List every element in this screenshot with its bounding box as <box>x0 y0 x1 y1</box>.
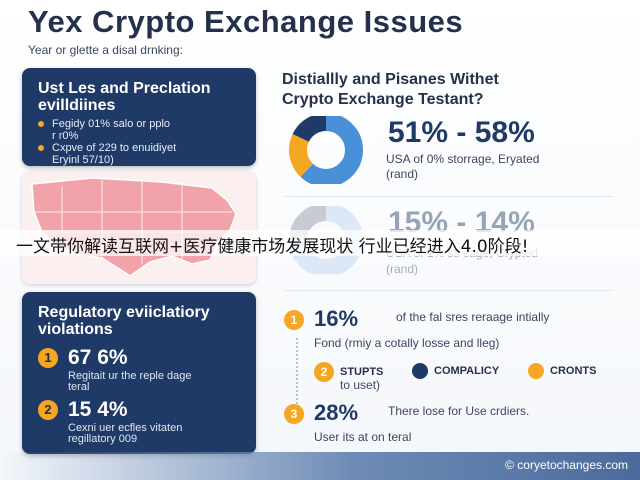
caption-band <box>0 230 640 256</box>
regulatory-desc-cont: regillatory 009 <box>68 433 138 445</box>
donut-chart-1 <box>289 116 363 184</box>
number-badge: 2 <box>38 400 58 420</box>
list-label: There lose for Use crdiers. <box>388 404 530 418</box>
regulatory-desc-cont: teral <box>68 381 90 393</box>
stats-bullet-2-text: Cxpve of 229 to enuidiyet <box>52 142 177 154</box>
page-title: Yex Crypto Exchange Issues <box>28 4 464 39</box>
list-percent: 16% <box>314 306 359 331</box>
donut-segment-2 <box>289 116 363 184</box>
range-2-desc-cont: (rand) <box>386 262 419 276</box>
regulatory-item: 1 67 6% Regitait ur the reple dage teral <box>38 346 192 393</box>
regulatory-desc: Regitait ur the reple dage <box>68 370 192 382</box>
map-card <box>22 172 256 284</box>
stats-bullet-1-text: Fegidy 01% salo or pplo <box>52 118 171 130</box>
legend-item-cronts: CRONTS <box>528 363 596 379</box>
list-percent: 28% <box>314 400 359 425</box>
legend-label: CRONTS <box>550 364 597 377</box>
stats-card-title-line1: Ust Les and Preclation <box>38 80 211 97</box>
footer-bar <box>0 452 640 480</box>
divider <box>284 290 614 291</box>
usa-map-icon <box>31 177 237 277</box>
range-1-desc-cont: (rand) <box>386 167 419 181</box>
page-subtitle: Year or glette a disal drnking: <box>28 43 183 57</box>
range-1: 51% - 58% <box>388 116 535 149</box>
regulatory-desc: Cexni uer ecfles vitaten <box>68 422 183 434</box>
regulatory-title-line2: violations <box>38 321 113 338</box>
donut-segment-3 <box>289 116 363 184</box>
number-badge: 2 <box>314 362 334 382</box>
stats-bullet-2: Cxpve of 229 to enuidiyet <box>38 142 176 154</box>
right-title-line1: Distiallly and Pisanes Withet <box>282 71 499 88</box>
legend-dot-icon <box>528 363 544 379</box>
bullet-dot-icon <box>38 121 44 128</box>
number-badge: 1 <box>284 310 304 330</box>
divider <box>284 196 614 197</box>
regulatory-title-line1: Regulatory eviiclatiory <box>38 304 210 321</box>
stats-bullet-2-cont: Eryinl 57/10) <box>52 154 114 166</box>
regulatory-card: Regulatory eviiclatiory violations 1 67 … <box>22 292 256 454</box>
caption-text: 一文带你解读互联网+医疗健康市场发展现状 行业已经进入4.0阶段! <box>16 237 529 257</box>
regulatory-value: 15 4% <box>68 398 128 421</box>
bullet-dot-icon <box>38 145 44 152</box>
timeline-line <box>296 338 298 408</box>
regulatory-value: 67 6% <box>68 346 128 369</box>
right-panel-title: Distiallly and Pisanes Withet Crypto Exc… <box>282 70 499 110</box>
stats-card-title-line2: evilldiines <box>38 97 116 114</box>
stats-bullet-1: Fegidy 01% salo or pplo <box>38 118 170 130</box>
range-1-desc: USA of 0% storrage, Eryated <box>386 152 540 166</box>
list-sub: User its at on teral <box>314 430 412 444</box>
right-title-line2: Crypto Exchange Testant? <box>282 91 484 108</box>
stats-bullet-1-cont: r r0% <box>52 130 79 142</box>
number-badge: 3 <box>284 404 304 424</box>
list-sub: Fond (rmiy a cotally losse and lleg) <box>314 336 500 350</box>
legend-dot-icon <box>412 363 428 379</box>
stats-card: Ust Les and Preclation evilldiines Fegid… <box>22 68 256 166</box>
legend-label: COMPALICY <box>434 364 500 377</box>
regulatory-item: 2 15 4% Cexni uer ecfles vitaten regilla… <box>38 398 182 445</box>
list-label: of the fal sres reraage intially <box>396 310 550 324</box>
legend-sub: to uset) <box>340 378 381 392</box>
footer-credit: © coryetochanges.com <box>505 458 628 472</box>
donut-segment-2 <box>289 206 363 274</box>
legend-item-stupts: STUPTS <box>340 366 384 378</box>
number-badge: 1 <box>38 348 58 368</box>
legend-item-compalicy: COMPALICY <box>412 363 499 379</box>
